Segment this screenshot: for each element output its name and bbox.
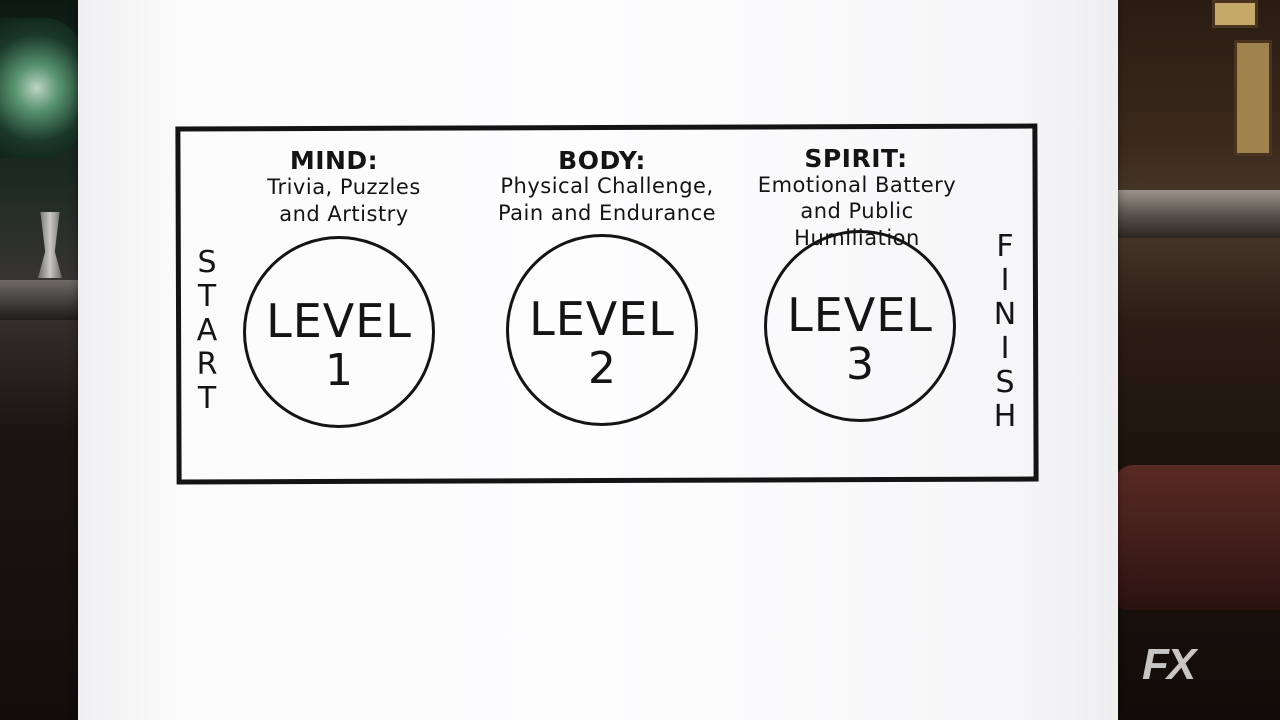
category-line2-body: Pain and Endurance <box>497 201 717 225</box>
level-2-word: LEVEL <box>529 292 675 346</box>
finish-label-letter: I <box>1000 263 1010 298</box>
finish-label-letter: S <box>995 365 1015 400</box>
wall-frame-small <box>1212 0 1258 28</box>
finish-label-letter: N <box>993 297 1017 332</box>
level-3-number: 3 <box>846 339 874 390</box>
start-label-letter: R <box>196 347 218 382</box>
start-label-letter: S <box>197 245 217 280</box>
category-title-spirit: SPIRIT: <box>804 144 908 173</box>
start-label-letter: T <box>197 279 217 314</box>
category-line1-body: Physical Challenge, <box>500 174 714 198</box>
level-2-number: 2 <box>588 343 616 394</box>
bar-rail-right <box>1105 190 1280 238</box>
level-1-circle: LEVEL 1 <box>243 236 435 428</box>
level-3-word: LEVEL <box>787 288 933 342</box>
category-line1-mind: Trivia, Puzzles <box>267 175 421 199</box>
category-line2-mind: and Artistry <box>279 202 409 226</box>
category-title-body: BODY: <box>558 146 646 175</box>
level-2-circle: LEVEL 2 <box>506 234 698 426</box>
start-label-letter: A <box>196 313 218 348</box>
fx-logo: FX <box>1142 640 1196 689</box>
desk-fan <box>0 18 92 158</box>
start-label-letter: T <box>197 381 217 416</box>
finish-label-letter: F <box>996 229 1014 264</box>
finish-label-letter: I <box>1000 331 1010 366</box>
finish-label-letter: H <box>993 399 1017 434</box>
level-1-number: 1 <box>325 345 353 396</box>
level-3-circle: LEVEL 3 <box>764 230 956 422</box>
level-1-word: LEVEL <box>266 294 412 348</box>
bar-stool <box>1115 465 1280 610</box>
wall-frame <box>1234 40 1272 156</box>
category-line1-spirit: Emotional Battery <box>757 173 957 197</box>
category-title-mind: MIND: <box>289 146 379 175</box>
